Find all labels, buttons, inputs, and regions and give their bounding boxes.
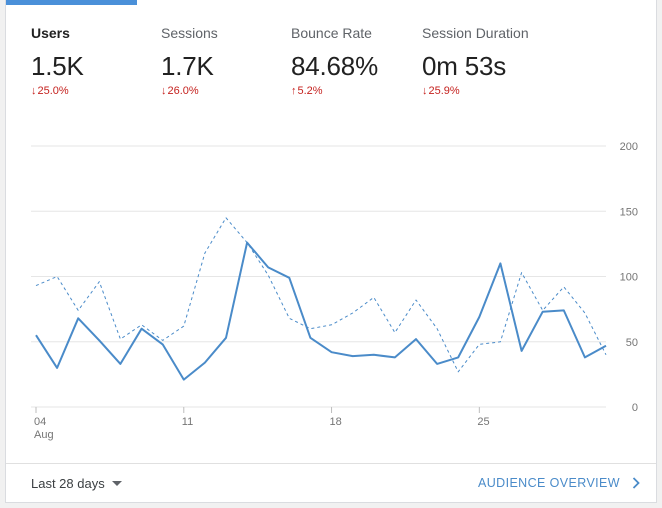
metric-change: ↓25.0%: [31, 85, 84, 98]
metric-change-value: 25.0%: [37, 85, 69, 97]
x-tick-label: 11: [182, 416, 193, 428]
arrow-up-icon: ↑: [291, 85, 297, 97]
metric-label: Session Duration: [422, 25, 529, 41]
caret-down-icon: [111, 481, 122, 486]
metric-value: 1.7K: [161, 51, 214, 81]
metric-change-value: 25.9%: [428, 85, 460, 97]
x-tick-sublabel: Aug: [34, 429, 54, 441]
y-tick-label: 100: [620, 272, 638, 284]
metric-tab-session-duration[interactable]: Session Duration 0m 53s ↓25.9%: [422, 24, 529, 98]
arrow-down-icon: ↓: [31, 85, 37, 97]
metric-tab-bounce-rate[interactable]: Bounce Rate 84.68% ↑5.2%: [291, 24, 378, 98]
metric-change-value: 5.2%: [297, 85, 323, 97]
chevron-right-icon: [632, 477, 640, 489]
metric-label: Sessions: [161, 25, 218, 41]
arrow-down-icon: ↓: [161, 85, 167, 97]
metric-tab-users[interactable]: Users 1.5K ↓25.0%: [31, 24, 84, 98]
metric-value: 1.5K: [31, 51, 84, 81]
x-tick-label: 25: [477, 416, 489, 428]
active-metric-indicator: [6, 0, 137, 5]
arrow-down-icon: ↓: [422, 85, 428, 97]
metric-label: Users: [31, 25, 70, 41]
audience-card: Users 1.5K ↓25.0% Sessions 1.7K ↓26.0% B…: [5, 0, 657, 503]
y-tick-label: 50: [626, 337, 638, 349]
metric-value: 84.68%: [291, 51, 378, 81]
y-tick-label: 0: [632, 402, 638, 414]
metric-value: 0m 53s: [422, 51, 507, 81]
metric-change: ↓25.9%: [422, 85, 529, 98]
audience-overview-link[interactable]: AUDIENCE OVERVIEW: [478, 476, 640, 490]
footer-divider: [6, 463, 656, 464]
metric-tab-sessions[interactable]: Sessions 1.7K ↓26.0%: [161, 24, 218, 98]
date-range-label: Last 28 days: [31, 476, 105, 491]
metric-label: Bounce Rate: [291, 25, 372, 41]
y-tick-label: 200: [620, 141, 638, 153]
x-tick-label: 18: [330, 416, 342, 428]
audience-overview-label: AUDIENCE OVERVIEW: [477, 476, 620, 490]
date-range-dropdown[interactable]: Last 28 days: [31, 476, 122, 491]
metric-change: ↑5.2%: [291, 85, 378, 98]
previous-period-line: [35, 217, 607, 373]
y-tick-label: 150: [620, 206, 638, 218]
x-tick-label: 04: [34, 416, 46, 428]
metric-change: ↓26.0%: [161, 85, 218, 98]
current-period-line: [35, 241, 607, 381]
metric-change-value: 26.0%: [167, 85, 199, 97]
